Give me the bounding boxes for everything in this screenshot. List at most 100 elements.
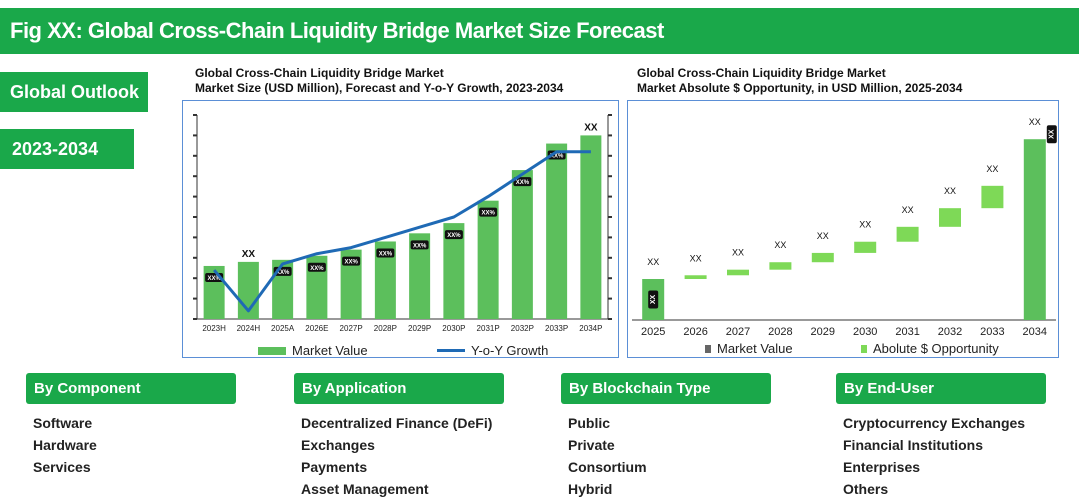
inner-label-badge (1046, 125, 1057, 144)
opportunity-bar (769, 262, 792, 270)
right-chart-title-line1: Global Cross-Chain Liquidity Bridge Mark… (637, 66, 886, 80)
x-tick-label: 2028P (374, 324, 397, 333)
right-legend-market: Market Value (705, 341, 793, 356)
left-legend-growth-label: Y-o-Y Growth (471, 343, 549, 358)
x-tick-label: 2030P (442, 324, 465, 333)
data-label: XX% (310, 266, 324, 272)
list-item: Asset Management (301, 481, 429, 497)
data-label: XX (944, 186, 956, 196)
list-item: Public (568, 415, 611, 431)
list-item: Private (568, 437, 615, 453)
list-item: Financial Institutions (843, 437, 984, 453)
right-chart-title: Global Cross-Chain Liquidity Bridge Mark… (637, 66, 962, 96)
list-item: Services (33, 459, 91, 475)
x-tick-label: 2024H (237, 324, 261, 333)
segment-list-component: Software Hardware Services (33, 412, 97, 478)
left-legend-market: Market Value (258, 343, 368, 358)
inner-label: XX (1049, 129, 1056, 139)
data-label-badge (342, 256, 361, 266)
x-tick-label: 2031P (477, 324, 500, 333)
inner-label: XX (650, 295, 657, 305)
left-legend-market-label: Market Value (292, 343, 368, 358)
segment-title-component: By Component (26, 373, 236, 404)
opportunity-bar (684, 275, 707, 279)
data-label-badge (444, 230, 463, 240)
left-chart-title-line1: Global Cross-Chain Liquidity Bridge Mark… (195, 66, 444, 80)
x-tick-label: 2025A (271, 324, 295, 333)
x-tick-label: 2029P (408, 324, 431, 333)
left-chart-title-line2: Market Size (USD Million), Forecast and … (195, 81, 564, 95)
data-label-badge (376, 248, 395, 258)
x-tick-label: 2027 (726, 326, 750, 338)
data-label: XX% (447, 233, 461, 239)
x-tick-label: 2032P (511, 324, 534, 333)
market-value-swatch-right (705, 344, 711, 353)
left-chart-title: Global Cross-Chain Liquidity Bridge Mark… (195, 66, 563, 96)
bar (409, 233, 431, 319)
data-label: XX (732, 248, 744, 258)
list-item: Consortium (568, 459, 647, 475)
list-item: Payments (301, 459, 368, 475)
market-value-swatch (258, 346, 286, 355)
bar (477, 200, 499, 319)
x-tick-label: 2027P (340, 324, 363, 333)
data-label: XX (584, 122, 598, 133)
data-label: XX (242, 249, 256, 260)
bar (580, 135, 602, 319)
total-bar (1023, 139, 1046, 320)
segment-title-blockchain: By Blockchain Type (561, 373, 771, 404)
list-item: Others (843, 481, 889, 497)
list-item: Software (33, 415, 93, 431)
opportunity-bar (896, 226, 919, 242)
data-label: XX% (413, 243, 427, 249)
x-tick-label: 2029 (811, 326, 835, 338)
data-label-badge (479, 207, 498, 217)
segment-list-application: Decentralized Finance (DeFi) Exchanges P… (301, 412, 492, 500)
inner-label-badge (648, 290, 659, 309)
opportunity-bar (811, 252, 834, 263)
segment-list-end-user: Cryptocurrency Exchanges Financial Insti… (843, 412, 1025, 500)
global-outlook-tag: Global Outlook (0, 72, 148, 112)
yoy-growth-swatch (437, 349, 465, 352)
list-item: Decentralized Finance (DeFi) (301, 415, 493, 431)
x-tick-label: 2025 (641, 326, 665, 338)
data-label: XX (902, 205, 914, 215)
market-size-chart: 2023H XX% 2024H XX 2025A XX% 2026E XX% 2027P XX% 2… (193, 114, 612, 333)
opportunity-bar (727, 269, 749, 276)
data-label: XX (817, 231, 829, 241)
list-item: Enterprises (843, 459, 921, 475)
data-label-badge (513, 177, 532, 187)
data-label: XX% (207, 276, 221, 282)
data-label-badge (307, 262, 326, 272)
data-label: XX (1029, 117, 1041, 127)
year-range-tag: 2023-2034 (0, 129, 134, 169)
data-label: XX% (516, 180, 530, 186)
data-label: XX (690, 253, 702, 263)
data-label-badge (410, 240, 429, 250)
left-chart-panel: 2023H XX% 2024H XX 2025A XX% 2026E XX% 2027P XX% 2… (182, 100, 619, 358)
page-title: Fig XX: Global Cross-Chain Liquidity Bri… (0, 8, 1079, 54)
data-label: XX (986, 164, 998, 174)
x-tick-label: 2026E (305, 324, 328, 333)
list-item: Hardware (33, 437, 97, 453)
yoy-growth-line (212, 150, 591, 313)
opportunity-chart: 2025 XX XX 2026 XX 2027 XX 2028 XX 2029 XX 2030 XX 20… (632, 117, 1057, 338)
x-tick-label: 2033 (980, 326, 1004, 338)
right-legend-opportunity: Abolute $ Opportunity (861, 341, 999, 356)
x-tick-label: 2028 (768, 326, 792, 338)
data-label: XX% (276, 270, 290, 276)
data-label: XX (774, 240, 786, 250)
data-label: XX% (344, 260, 358, 266)
list-item: Exchanges (301, 437, 375, 453)
x-tick-label: 2032 (938, 326, 962, 338)
opportunity-swatch (861, 344, 867, 353)
data-label: XX (859, 220, 871, 230)
x-tick-label: 2031 (895, 326, 919, 338)
opportunity-bar (981, 185, 1004, 209)
right-legend-market-label: Market Value (717, 341, 793, 356)
right-legend-opportunity-label: Abolute $ Opportunity (873, 341, 999, 356)
list-item: Hybrid (568, 481, 613, 497)
segment-title-application: By Application (294, 373, 504, 404)
segment-title-end-user: By End-User (836, 373, 1046, 404)
segment-list-blockchain: Public Private Consortium Hybrid (568, 412, 647, 500)
